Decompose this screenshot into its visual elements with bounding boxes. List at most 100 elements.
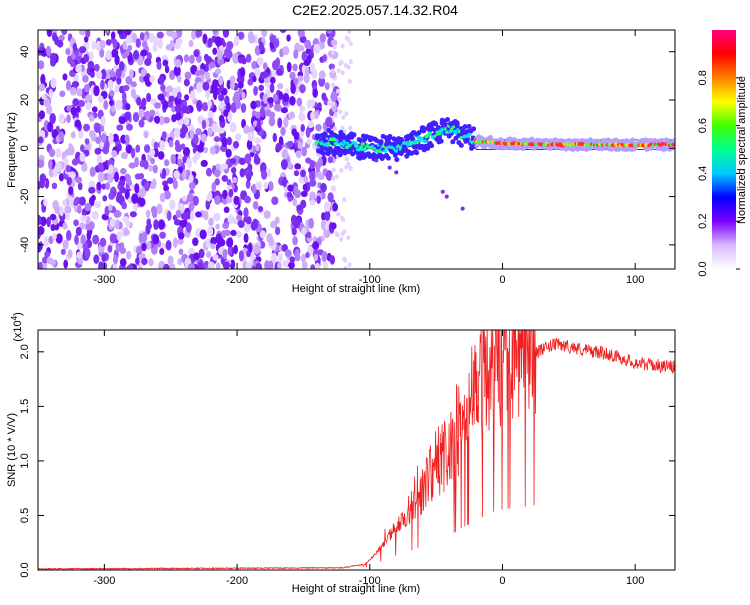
spectrogram-noise-mark <box>259 162 267 173</box>
spectrogram-noise-mark <box>282 45 290 56</box>
spectrogram-signal-mark <box>394 149 399 153</box>
spectrogram-noise-mark <box>63 259 69 269</box>
spectrogram-noise-mark <box>174 58 182 68</box>
spectrogram-noise-mark <box>182 195 187 202</box>
spectrogram-noise-mark <box>331 101 336 107</box>
spectrogram-noise-mark <box>324 223 330 230</box>
spectrogram-noise-mark <box>195 54 202 64</box>
spectrogram-signal-mark <box>432 121 438 127</box>
spectrogram-noise-mark <box>121 91 127 102</box>
spectrogram-y-label: Frequency (Hz) <box>6 112 18 188</box>
spectrogram-noise-mark <box>261 30 268 38</box>
spectrogram-noise-mark <box>332 126 337 132</box>
spectrogram-noise-mark <box>84 202 92 212</box>
spectrogram-noise-mark <box>332 202 339 212</box>
spectrogram-noise-mark <box>339 167 344 173</box>
spectrogram-noise-mark <box>131 193 139 204</box>
snr-y-ticks: 0.0 0.5 1.0 1.5 2.0 <box>19 344 675 578</box>
spectrogram-noise-mark <box>223 206 230 214</box>
spectrogram-noise-mark <box>103 99 109 110</box>
spectrogram-noise-mark <box>262 93 269 104</box>
spectrogram-noise-mark <box>264 260 270 269</box>
spectrogram-noise-mark <box>330 82 335 88</box>
spectrogram-noise-mark <box>325 169 333 181</box>
spectrogram-noise-mark <box>214 36 222 47</box>
spectrogram-noise-mark <box>201 119 207 130</box>
spectrogram-noise-mark <box>209 146 216 155</box>
snr-y-tick-label: 0.0 <box>19 562 31 577</box>
snr-x-tick-label: -300 <box>93 575 115 587</box>
spectrogram-noise-mark <box>107 172 114 184</box>
spectrogram-x-tick-label: -100 <box>359 274 381 286</box>
spectrogram-noise-mark <box>115 194 123 203</box>
spectrogram-noise-mark <box>214 178 220 186</box>
spectrogram-noise-mark <box>213 136 221 143</box>
spectrogram-noise-mark <box>48 159 53 170</box>
spectrogram-noise-mark <box>222 222 230 230</box>
spectrogram-noise-mark <box>53 166 58 177</box>
spectrogram-signal-mark <box>385 155 391 161</box>
spectrogram-noise-mark <box>238 250 245 262</box>
spectrogram-noise-mark <box>174 139 180 148</box>
spectrogram-noise-mark <box>89 70 95 78</box>
spectrogram-noise-mark <box>190 210 195 221</box>
spectrogram-noise-mark <box>229 157 237 165</box>
spectrogram-noise-mark <box>347 262 352 268</box>
spectrogram-noise-mark <box>102 195 108 202</box>
spectrogram-noise-mark <box>253 156 261 165</box>
spectrogram-signal-mark <box>460 206 465 211</box>
spectrogram-noise-mark <box>156 203 163 215</box>
spectrogram-noise-mark <box>120 168 127 175</box>
spectrogram-noise-mark <box>317 102 322 109</box>
spectrogram-noise-mark <box>75 226 82 237</box>
spectrogram-noise-mark <box>244 153 252 165</box>
spectrogram-noise-mark <box>202 33 208 45</box>
spectrogram-noise-mark <box>152 210 158 219</box>
spectrogram-noise-mark <box>312 88 319 98</box>
spectrogram-noise-mark <box>162 116 171 124</box>
spectrogram-noise-mark <box>38 83 46 92</box>
spectrogram-noise-mark <box>85 101 92 111</box>
spectrogram-noise-mark <box>78 46 87 54</box>
spectrogram-noise-mark <box>280 158 288 170</box>
spectrogram-noise-mark <box>116 124 124 131</box>
spectrogram-noise-mark <box>164 65 170 74</box>
spectrogram-noise-mark <box>204 71 211 81</box>
spectrogram-noise-mark <box>139 159 146 168</box>
spectrogram-noise-mark <box>115 99 123 111</box>
spectrogram-noise-mark <box>273 104 279 111</box>
spectrogram-noise-mark <box>91 40 97 51</box>
colorbar-tick-label: 0.8 <box>697 70 709 85</box>
spectrogram-noise-mark <box>247 78 254 86</box>
spectrogram-noise-mark <box>109 217 116 228</box>
snr-frame <box>37 329 676 571</box>
spectrogram-noise-mark <box>104 30 110 34</box>
spectrogram-noise-mark <box>271 69 277 78</box>
spectrogram-noise-mark <box>240 103 247 113</box>
spectrogram-noise-mark <box>157 38 163 49</box>
spectrogram-noise-mark <box>287 261 295 269</box>
spectrogram-noise-mark <box>167 255 174 266</box>
spectrogram-noise-mark <box>126 123 133 131</box>
spectrogram-noise-mark <box>297 75 304 82</box>
spectrogram-noise-mark <box>208 62 216 69</box>
spectrogram-noise-mark <box>82 75 89 83</box>
spectrogram-signal-mark <box>322 132 328 138</box>
spectrogram-noise-mark <box>188 174 194 183</box>
spectrogram-noise-mark <box>89 166 96 178</box>
spectrogram-noise-mark <box>148 258 154 267</box>
spectrogram-noise-mark <box>118 179 126 187</box>
spectrogram-noise-mark <box>145 241 152 250</box>
spectrogram-noise-mark <box>315 161 321 171</box>
spectrogram-noise-mark <box>309 170 316 182</box>
spectrogram-noise-mark <box>114 54 120 66</box>
snr-plot-area <box>38 330 675 570</box>
spectrogram-noise-mark <box>109 99 114 106</box>
spectrogram-noise-mark <box>289 95 296 106</box>
spectrogram-noise-mark <box>163 185 170 192</box>
spectrogram-noise-mark <box>212 254 219 261</box>
spectrogram-noise-mark <box>317 173 325 181</box>
spectrogram-noise-mark <box>38 261 43 269</box>
spectrogram-noise-mark <box>206 194 212 202</box>
spectrogram-noise-mark <box>248 34 256 44</box>
